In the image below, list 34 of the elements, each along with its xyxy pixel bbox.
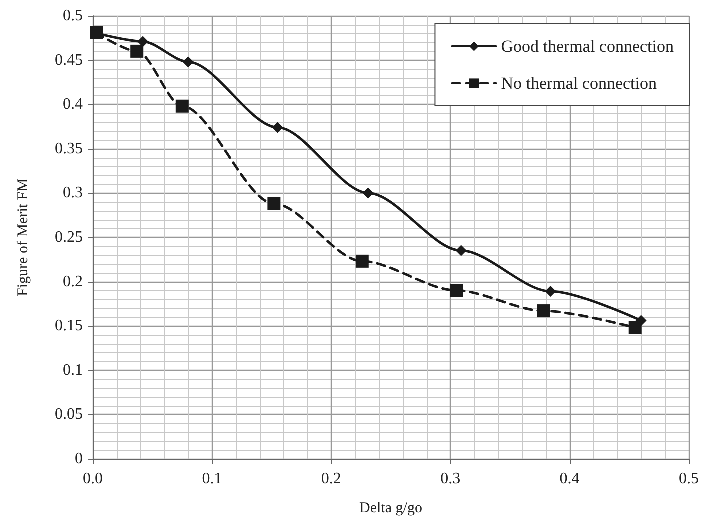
x-tick-label: 0.4 [560, 470, 580, 488]
legend-label: No thermal connection [501, 74, 658, 93]
point [537, 304, 550, 318]
y-tick-label: 0.5 [63, 8, 83, 24]
y-tick-label: 0.35 [55, 140, 83, 158]
y-tick-label: 0.25 [55, 229, 83, 246]
y-tick-label: 0.1 [63, 362, 83, 379]
point [268, 197, 281, 210]
x-tick-label: 0.2 [321, 470, 342, 488]
point [456, 245, 467, 256]
y-tick-label: 0.2 [63, 273, 83, 290]
x-tick-label: 0.1 [202, 470, 222, 488]
point [356, 254, 369, 268]
point [138, 36, 149, 48]
point [130, 44, 144, 58]
y-tick-label: 0 [75, 450, 83, 468]
x-tick-label: 0.3 [440, 470, 461, 488]
point [545, 286, 556, 298]
point [628, 321, 642, 334]
y-tick-label: 0.15 [55, 318, 83, 335]
x-axis-title: Delta g/go [360, 500, 422, 516]
point [450, 284, 464, 298]
point [182, 56, 194, 68]
x-tick-label: 0.5 [679, 470, 699, 488]
point [272, 122, 284, 134]
y-tick-label: 0.45 [55, 52, 83, 69]
y-tick-label: 0.3 [63, 184, 83, 202]
y-tick-label: 0.05 [55, 406, 83, 424]
legend-label: Good thermal connection [501, 37, 674, 56]
point [176, 100, 189, 113]
point [362, 188, 374, 199]
y-tick-label: 0.4 [63, 96, 83, 114]
x-tick-label: 0.0 [83, 470, 103, 488]
y-axis-title: Figure of Merit FM [16, 178, 32, 296]
